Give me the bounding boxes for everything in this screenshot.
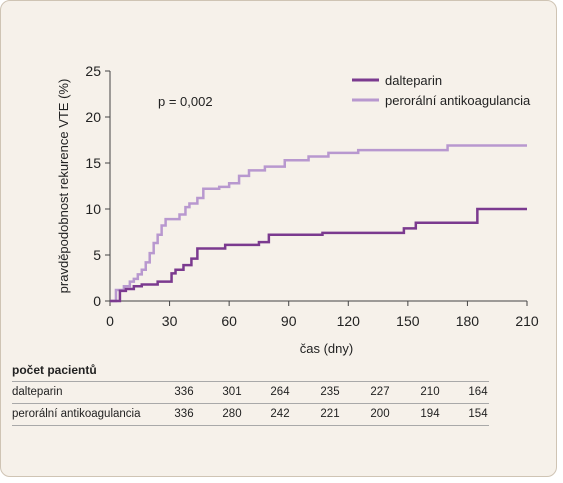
risk-cell: 336 (174, 408, 194, 420)
x-tick-label: 30 (162, 313, 178, 329)
p-value-annotation: p = 0,002 (158, 94, 213, 109)
risk-cell: 235 (320, 386, 340, 398)
legend-label-peroral: perorální antikoagulancia (385, 93, 531, 108)
risk-table-line (12, 381, 489, 382)
y-tick-label: 20 (85, 109, 101, 125)
risk-cell: 242 (270, 408, 290, 420)
km-plot: 0 5 10 15 20 25 0 30 60 90 120 150 180 210 čas (dny) pr… (56, 63, 539, 356)
y-tick-label: 10 (85, 201, 101, 217)
risk-cell: 264 (270, 386, 290, 398)
risk-cell: 280 (222, 408, 242, 420)
risk-table-line (12, 403, 489, 404)
x-tick-label: 0 (106, 313, 114, 329)
risk-cell: 164 (468, 386, 488, 398)
x-tick-label: 210 (515, 313, 539, 329)
x-axis-label: čas (dny) (300, 341, 353, 356)
x-tick-label: 120 (337, 313, 361, 329)
risk-cell: 227 (370, 386, 390, 398)
x-tick-label: 60 (221, 313, 237, 329)
legend-label-dalteparin: dalteparin (385, 73, 442, 88)
risk-cell: 221 (320, 408, 340, 420)
risk-row-label: perorální antikoagulancia (12, 408, 141, 420)
y-tick-label: 15 (85, 155, 101, 171)
risk-cell: 336 (174, 386, 194, 398)
risk-cell: 200 (370, 408, 390, 420)
chart-panel (0, 0, 557, 477)
risk-table-title: počet pacientů (12, 363, 97, 377)
y-axis-label: pravděpodobnost rekurence VTE (%) (56, 79, 71, 294)
risk-row-peroral: perorální antikoagulancia 336 280 242 22… (12, 405, 489, 425)
y-tick-label: 25 (85, 63, 101, 79)
series-line-dalteparin (110, 207, 527, 303)
risk-cell: 301 (222, 386, 242, 398)
y-tick-label: 0 (93, 293, 101, 309)
x-tick-label: 90 (281, 313, 297, 329)
x-tick-label: 150 (396, 313, 420, 329)
risk-row-label: dalteparin (12, 386, 63, 398)
risk-row-dalteparin: dalteparin 336 301 264 235 227 210 164 (12, 383, 489, 403)
risk-cell: 194 (420, 408, 440, 420)
y-tick-label: 5 (93, 247, 101, 263)
risk-cell: 210 (420, 386, 440, 398)
risk-cell: 154 (468, 408, 488, 420)
series-line-peroral (110, 144, 527, 303)
risk-table-line (12, 425, 489, 426)
x-tick-label: 180 (456, 313, 480, 329)
